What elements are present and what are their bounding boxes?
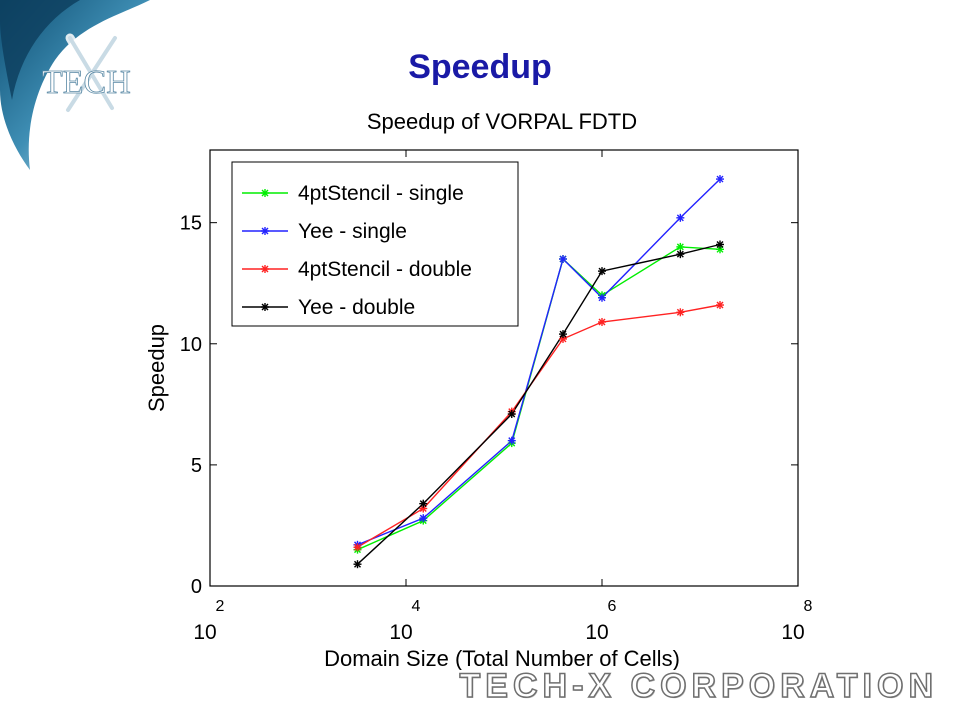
data-point-s3-6: [716, 240, 725, 249]
y-tick-label: 5: [191, 455, 202, 477]
y-axis-label: Speedup: [144, 324, 169, 412]
x-tick-exponent: 4: [412, 598, 421, 615]
data-point-s1-3: [559, 255, 568, 263]
x-tick-base: 10: [193, 621, 216, 644]
x-tick-exponent: 2: [216, 598, 225, 615]
data-point-s2-5: [676, 308, 685, 317]
data-point-s1-1: [419, 514, 428, 523]
data-point-s1-5: [676, 213, 685, 222]
series-points: [353, 175, 725, 569]
data-point-s3-3: [559, 330, 568, 339]
chart-title: Speedup of VORPAL FDTD: [367, 109, 637, 134]
data-point-s3-4: [598, 267, 606, 276]
data-point-s3-2: [507, 410, 516, 419]
x-tick-exponent: 6: [608, 598, 617, 615]
legend-label-2: 4ptStencil - double: [298, 258, 472, 281]
legend-marker-1: [261, 227, 269, 235]
tech-x-corner-logo: TECH: [0, 0, 150, 170]
x-tick-base: 10: [585, 621, 608, 644]
x-tick-base: 10: [781, 621, 804, 644]
x-axis-label: Domain Size (Total Number of Cells): [324, 646, 680, 670]
data-point-s1-2: [507, 436, 516, 445]
data-point-s1-6: [716, 175, 725, 184]
data-point-s2-0: [353, 543, 362, 552]
legend-label-1: Yee - single: [298, 220, 407, 243]
legend-marker-0: [261, 189, 269, 197]
legend: 4ptStencil - single Yee - single 4ptStenci…: [231, 161, 519, 327]
legend-label-3: Yee - double: [298, 296, 415, 319]
data-point-s3-5: [676, 250, 685, 259]
data-point-s2-4: [598, 317, 606, 326]
data-point-s2-6: [716, 301, 725, 310]
x-tick-exponent: 8: [804, 598, 813, 615]
speedup-chart: Speedup of VORPAL FDTD 05101521041061081…: [144, 109, 813, 670]
legend-label-0: 4ptStencil - single: [298, 182, 464, 205]
legend-marker-3: [261, 303, 269, 311]
logo-text: TECH: [42, 64, 131, 101]
footer-company-logo: TECH-X CORPORATION: [459, 666, 938, 706]
y-tick-label: 15: [180, 213, 202, 235]
legend-marker-2: [261, 265, 269, 273]
y-tick-label: 0: [191, 576, 202, 598]
y-tick-label: 10: [180, 334, 202, 356]
data-point-s3-1: [419, 499, 428, 508]
legend-box: [231, 161, 519, 327]
x-tick-base: 10: [389, 621, 412, 644]
data-point-s3-0: [353, 560, 362, 569]
data-point-s1-4: [598, 293, 606, 302]
data-point-s0-5: [676, 242, 685, 251]
slide-title: Speedup: [408, 48, 552, 86]
